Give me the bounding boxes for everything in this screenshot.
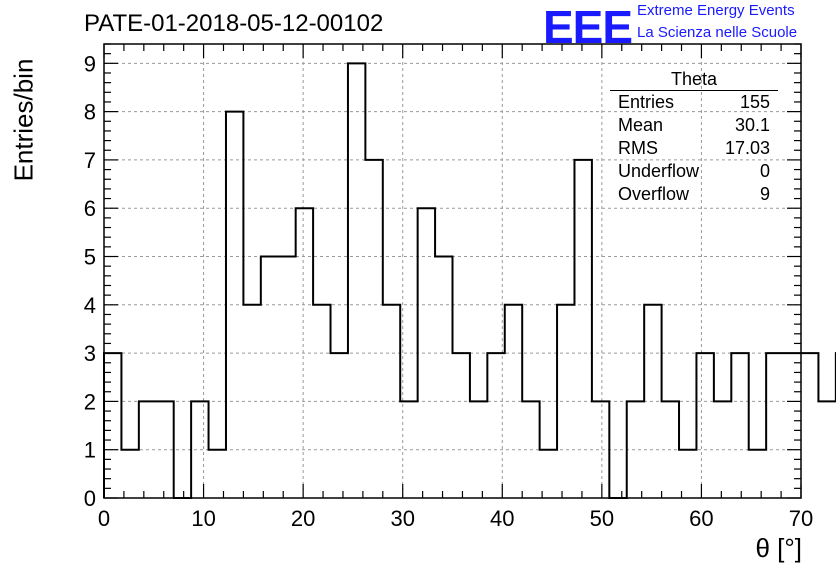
histogram-bin	[784, 353, 801, 498]
histogram-bin	[104, 353, 121, 498]
stats-row-entries: Entries 155	[610, 91, 778, 114]
histogram-bin	[296, 208, 313, 498]
histogram-bin	[714, 401, 731, 498]
histogram-bin	[209, 450, 226, 498]
x-tick-label: 50	[590, 506, 614, 531]
stats-label: Overflow	[618, 184, 690, 204]
histogram-bin	[348, 63, 365, 498]
stats-row-overflow: Overflow 9	[610, 183, 778, 206]
stats-value: 9	[759, 184, 770, 204]
x-tick-label: 10	[191, 506, 215, 531]
stats-label: Mean	[618, 115, 664, 135]
histogram-bin	[644, 305, 661, 498]
histogram-bin	[365, 160, 382, 498]
stats-title: Theta	[610, 68, 778, 91]
x-tick-label: 40	[490, 506, 514, 531]
histogram-bin	[557, 305, 574, 498]
x-tick-label: 20	[291, 506, 315, 531]
histogram-bin	[139, 401, 156, 498]
histogram-bin	[261, 257, 278, 498]
stats-label: Entries	[618, 92, 675, 112]
logo-subtitle-line1: Extreme Energy Events	[637, 2, 795, 19]
y-tick-label: 6	[84, 196, 96, 221]
x-axis-label: θ [°]	[755, 533, 802, 563]
y-tick-label: 4	[84, 293, 96, 318]
y-tick-label: 3	[84, 341, 96, 366]
histogram-bin	[243, 305, 260, 498]
histogram-bin	[418, 208, 435, 498]
stats-box: Theta Entries 155 Mean 30.1 RMS 17.03 Un…	[610, 68, 778, 206]
histogram-bin	[383, 305, 400, 498]
stats-row-mean: Mean 30.1	[610, 114, 778, 137]
stats-value: 17.03	[724, 138, 770, 158]
stats-value: 30.1	[734, 115, 770, 135]
histogram-bin	[522, 401, 539, 498]
histogram-bin	[331, 353, 348, 498]
histogram-title: PATE-01-2018-05-12-00102	[84, 10, 384, 37]
histogram-bin	[435, 257, 452, 498]
histogram-bin	[505, 305, 522, 498]
histogram-bin	[313, 305, 330, 498]
histogram-bin	[679, 450, 696, 498]
stats-value: 0	[759, 161, 770, 181]
histogram-bin	[801, 353, 818, 498]
histogram-bin	[226, 112, 243, 498]
stats-row-rms: RMS 17.03	[610, 137, 778, 160]
histogram-bin	[766, 353, 783, 498]
histogram-bin	[540, 450, 557, 498]
y-tick-label: 1	[84, 438, 96, 463]
histogram-bin	[662, 401, 679, 498]
histogram-bin	[278, 257, 295, 498]
histogram-bin	[696, 353, 713, 498]
histogram-bin	[592, 401, 609, 498]
histogram-bin	[470, 401, 487, 498]
y-tick-label: 2	[84, 389, 96, 414]
histogram-bin	[400, 401, 417, 498]
histogram-bin	[453, 353, 470, 498]
y-tick-label: 0	[84, 486, 96, 511]
histogram-bin	[156, 401, 173, 498]
histogram-bin	[191, 401, 208, 498]
histogram-bin	[749, 450, 766, 498]
x-tick-label: 70	[789, 506, 813, 531]
histogram-bin	[627, 401, 644, 498]
stats-value: 155	[739, 92, 770, 112]
plot-frame	[103, 43, 802, 499]
x-tick-label: 30	[390, 506, 414, 531]
x-tick-label: 60	[689, 506, 713, 531]
y-tick-label: 9	[84, 51, 96, 76]
stats-row-underflow: Underflow 0	[610, 160, 778, 183]
histogram-bin	[487, 353, 504, 498]
histogram-bin	[731, 353, 748, 498]
histogram-outline	[103, 62, 836, 499]
histogram-bin	[818, 401, 835, 498]
histogram-bin	[574, 160, 591, 498]
y-tick-label: 5	[84, 245, 96, 270]
logo-subtitle-line2: La Scienza nelle Scuole	[637, 24, 798, 41]
y-tick-label: 7	[84, 148, 96, 173]
y-tick-label: 8	[84, 100, 96, 125]
stats-label: RMS	[618, 138, 658, 158]
histogram-bin	[121, 450, 138, 498]
x-tick-label: 0	[98, 506, 110, 531]
stats-label: Underflow	[618, 161, 700, 181]
